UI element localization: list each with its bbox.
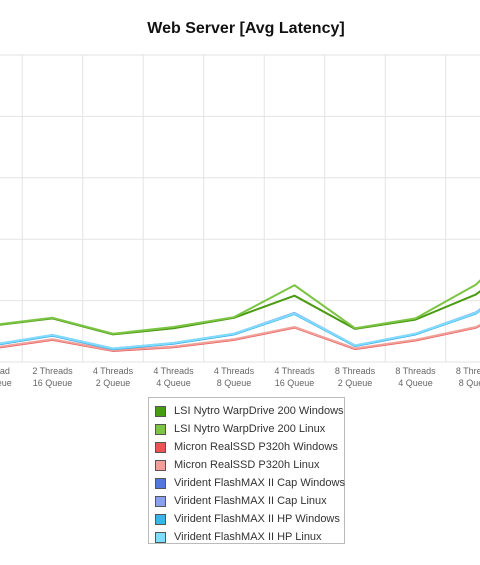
legend-swatch — [155, 405, 166, 417]
legend: LSI Nytro WarpDrive 200 Windows LSI Nytro… — [148, 397, 345, 544]
legend-item[interactable]: LSI Nytro WarpDrive 200 Windows — [155, 402, 344, 420]
x-tick-label: 1 Thread — [0, 366, 10, 376]
legend-label: Virident FlashMAX II HP Linux — [174, 531, 322, 543]
x-tick-label: 16 Queue — [33, 378, 73, 388]
legend-swatch — [155, 513, 166, 525]
legend-item[interactable]: Virident FlashMAX II HP Linux — [155, 528, 344, 546]
legend-label: LSI Nytro WarpDrive 200 Windows — [174, 405, 344, 417]
x-axis-ticks: 1 Thread 16 Queue 2 Threads 16 Queue 4 Threa… — [0, 366, 480, 388]
legend-swatch — [155, 423, 166, 435]
legend-item[interactable]: Micron RealSSD P320h Windows — [155, 438, 344, 456]
legend-swatch — [155, 441, 166, 453]
x-tick-label: 8 Threads — [395, 366, 436, 376]
x-tick-label: 2 Threads — [32, 366, 73, 376]
series-lines — [0, 279, 480, 352]
x-tick-label: 2 Queue — [338, 378, 373, 388]
legend-label: Virident FlashMAX II HP Windows — [174, 513, 340, 525]
legend-item[interactable]: Virident FlashMAX II Cap Windows — [155, 474, 345, 492]
legend-swatch — [155, 531, 166, 543]
legend-item[interactable]: Micron RealSSD P320h Linux — [155, 456, 344, 474]
x-tick-label: 8 Queue — [217, 378, 252, 388]
x-tick-label: 8 Threads — [456, 366, 480, 376]
legend-label: LSI Nytro WarpDrive 200 Linux — [174, 423, 326, 435]
legend-swatch — [155, 495, 166, 507]
legend-swatch — [155, 477, 166, 489]
x-tick-label: 4 Queue — [398, 378, 433, 388]
series-line-8 — [0, 308, 480, 350]
legend-label: Virident FlashMAX II Cap Windows — [174, 477, 345, 489]
x-tick-label: 2 Queue — [96, 378, 131, 388]
x-tick-label: 8 Queue — [459, 378, 480, 388]
x-tick-label: 16 Queue — [0, 378, 12, 388]
x-tick-label: 4 Threads — [274, 366, 315, 376]
series-line-4 — [0, 323, 480, 352]
legend-label: Micron RealSSD P320h Windows — [174, 441, 338, 453]
legend-swatch — [155, 459, 166, 471]
x-tick-label: 4 Threads — [214, 366, 255, 376]
x-tick-label: 4 Threads — [153, 366, 194, 376]
x-tick-label: 4 Threads — [93, 366, 134, 376]
line-chart: 1 Thread 16 Queue 2 Threads 16 Queue 4 Threa… — [0, 54, 480, 388]
legend-item[interactable]: Virident FlashMAX II Cap Linux — [155, 492, 344, 510]
legend-item[interactable]: Virident FlashMAX II HP Windows — [155, 510, 344, 528]
grid — [0, 54, 480, 363]
x-tick-label: 4 Queue — [156, 378, 191, 388]
legend-label: Micron RealSSD P320h Linux — [174, 459, 320, 471]
x-tick-label: 8 Threads — [335, 366, 376, 376]
legend-item[interactable]: LSI Nytro WarpDrive 200 Linux — [155, 420, 344, 438]
legend-label: Virident FlashMAX II Cap Linux — [174, 495, 327, 507]
series-line-2 — [0, 279, 480, 335]
chart-title: Web Server [Avg Latency] — [147, 20, 345, 37]
x-tick-label: 16 Queue — [275, 378, 315, 388]
